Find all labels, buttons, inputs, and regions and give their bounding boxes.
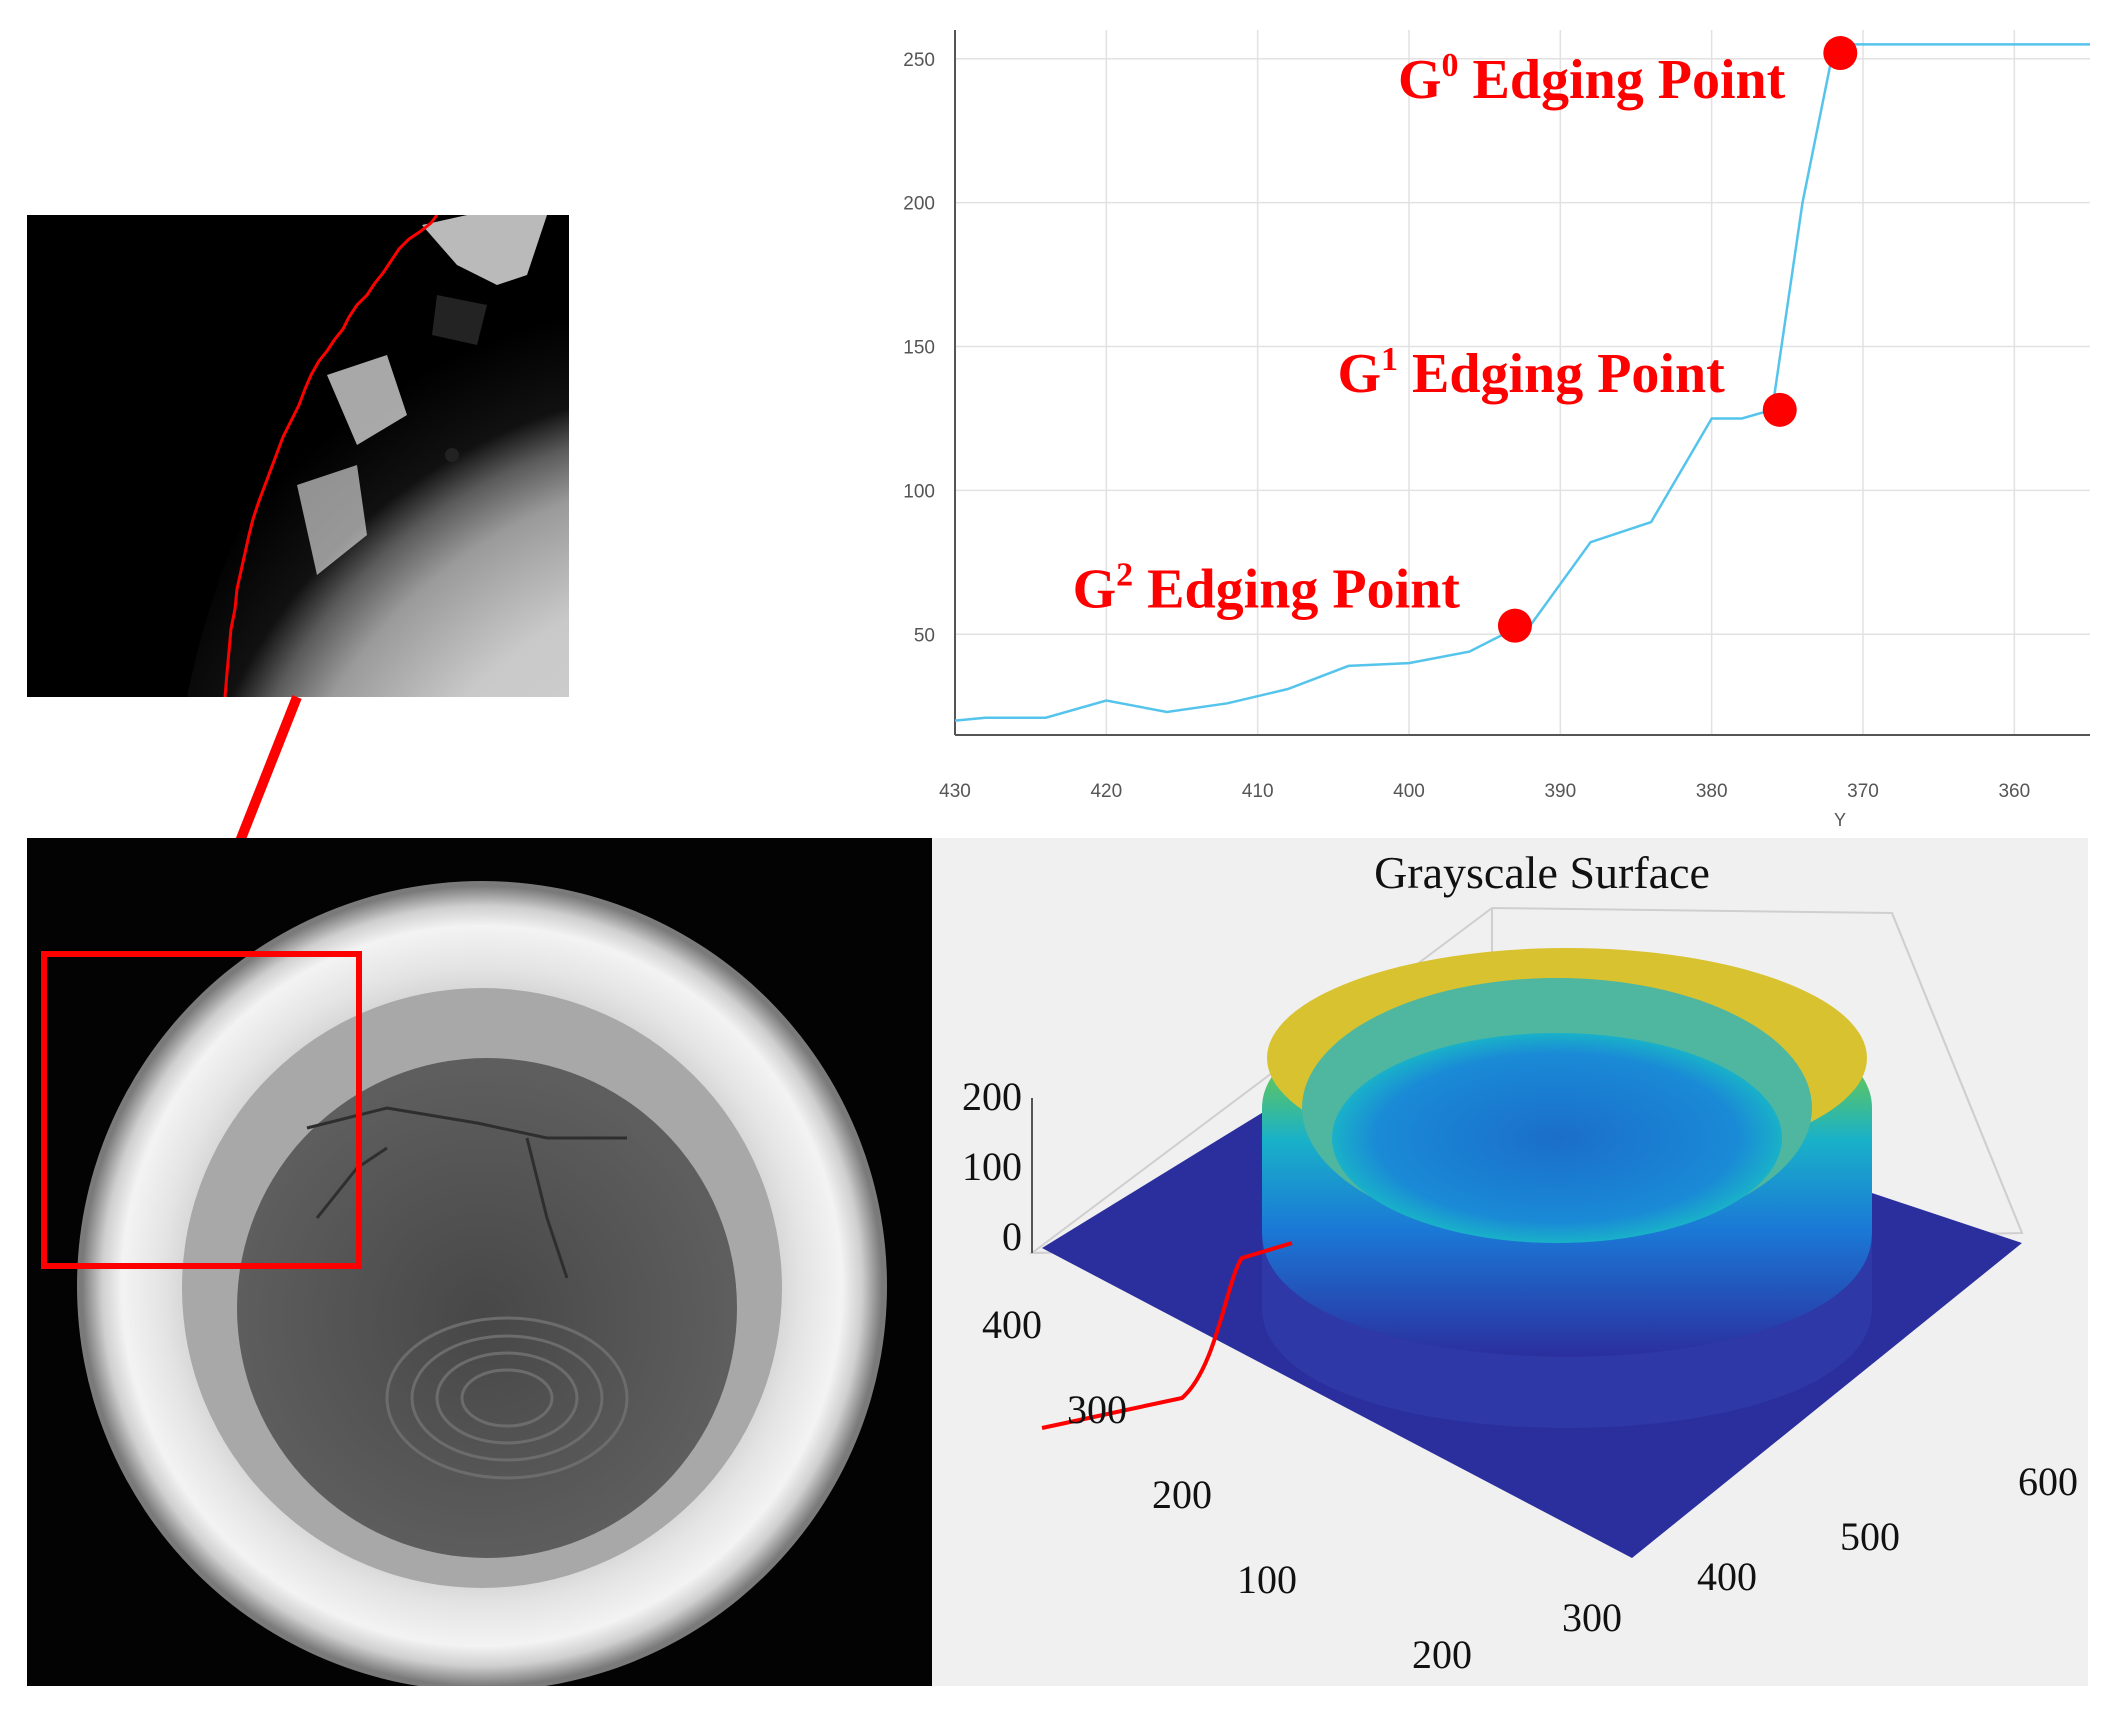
edge-point-marker (1497, 608, 1532, 643)
speckle (297, 465, 367, 575)
y-tick-label: 250 (903, 50, 935, 71)
y-tick-label: 50 (914, 625, 935, 646)
x-tick-label: 430 (939, 781, 971, 802)
surface-title: Grayscale Surface (1374, 847, 1710, 898)
x-tick-label: 380 (1696, 781, 1728, 802)
x-tick-label: 410 (1242, 781, 1274, 802)
grayscale-surface-plot: Grayscale Surface 200 100 0 400 300 200 … (932, 838, 2088, 1686)
x-tick-label: 390 (1544, 781, 1576, 802)
y-tick-label: 300 (1067, 1387, 1127, 1432)
z-tick-label: 100 (962, 1144, 1022, 1189)
edge-point-prefix: G (1337, 343, 1381, 405)
edge-point-marker (1823, 36, 1858, 71)
ring-photo (27, 838, 932, 1691)
surface-ring-lower-wall (1262, 1233, 1872, 1428)
z-tick-label: 200 (962, 1074, 1022, 1119)
x-tick-label: 360 (1998, 781, 2030, 802)
y-tick-label: 150 (903, 338, 935, 359)
x-tick-label: 300 (1562, 1595, 1622, 1640)
edge-point-text: Edging Point (1398, 343, 1725, 405)
z-tick-label: 0 (1002, 1214, 1022, 1259)
edge-point-order: 2 (1116, 557, 1133, 594)
detected-edge-line (223, 214, 439, 698)
cavity-rings (385, 1316, 629, 1480)
y-tick-label: 100 (903, 481, 935, 502)
highlight-box (41, 951, 362, 1269)
y-tick-label: 400 (982, 1302, 1042, 1347)
edge-point-text: Edging Point (1459, 49, 1786, 111)
speckle (432, 295, 487, 345)
edge-point-prefix: G (1398, 49, 1442, 111)
y-tick-label: 200 (1152, 1472, 1212, 1517)
x-tick-label: 370 (1847, 781, 1879, 802)
speckle (422, 215, 547, 285)
x-tick-label: 400 (1697, 1554, 1757, 1599)
inner-cavity (237, 1058, 737, 1558)
edge-point-marker (1762, 392, 1797, 427)
speckle (327, 355, 407, 445)
profile-series-line (954, 43, 2090, 722)
edge-point-order: 1 (1381, 341, 1398, 378)
x-axis-label: Y (1834, 810, 1846, 830)
surface-profile-trace (1041, 1241, 1293, 1430)
speckle (445, 448, 459, 462)
x-tick-label: 500 (1840, 1514, 1900, 1559)
x-tick-label: 400 (1393, 781, 1425, 802)
edge-point-text: Edging Point (1133, 559, 1460, 621)
y-tick-labels: 50 100 150 200 250 (903, 50, 935, 647)
y-tick-label: 100 (1237, 1557, 1297, 1602)
edge-point-prefix: G (1073, 559, 1117, 621)
y-tick-label: 200 (903, 194, 935, 215)
x-tick-label: 600 (2018, 1459, 2078, 1504)
edge-point-label: G0 Edging Point (1398, 47, 1786, 111)
gray-profile-chart: 50 100 150 200 250 430 420 410 400 390 380 370 360 … (850, 20, 2102, 840)
ring-photo-svg (27, 838, 932, 1691)
zoomed-edge-image (27, 214, 569, 698)
surface-svg: Grayscale Surface 200 100 0 400 300 200 … (962, 847, 2078, 1677)
zoomed-edge-svg (27, 214, 569, 698)
x-tick-label: 420 (1090, 781, 1122, 802)
x-tick-labels: 430 420 410 400 390 380 370 360 (939, 781, 2030, 802)
edge-point-order: 0 (1442, 47, 1459, 84)
surface-cavity (1332, 1033, 1782, 1243)
edge-point-label: G1 Edging Point (1337, 341, 1725, 405)
edge-point-label: G2 Edging Point (1073, 557, 1461, 621)
x-tick-label: 200 (1412, 1632, 1472, 1677)
